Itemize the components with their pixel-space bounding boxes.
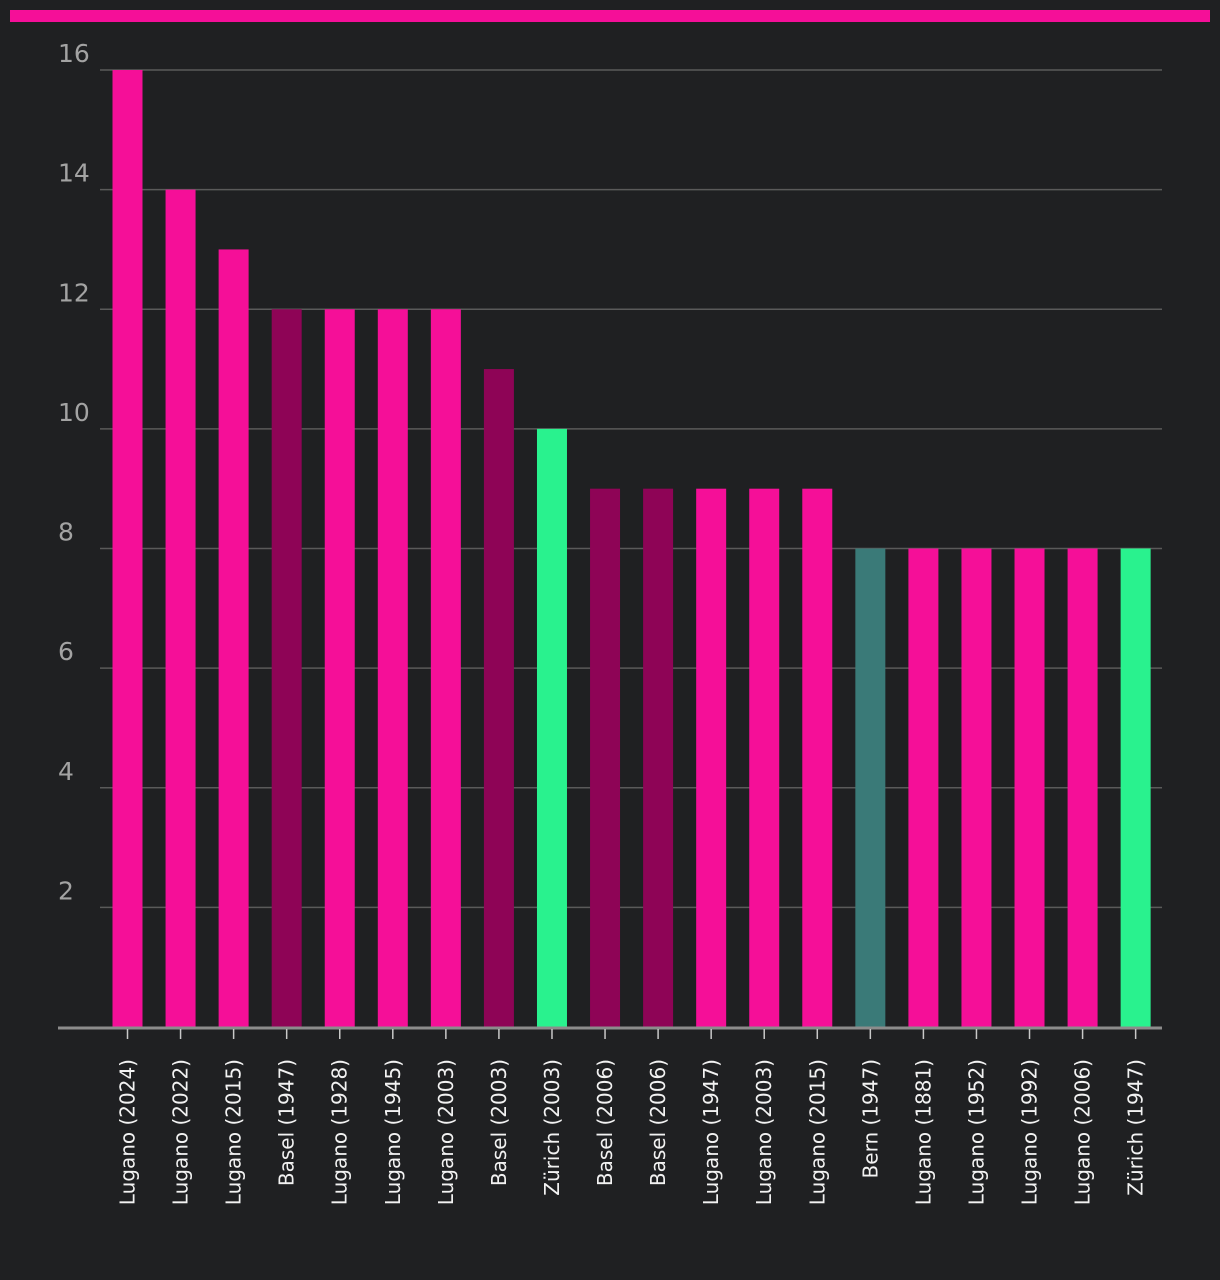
y-tick-label: 2 [58,876,74,905]
x-category-label: Lugano (2022) [169,1059,193,1205]
x-category-label: Lugano (2003) [434,1059,458,1205]
x-category-label: Lugano (2003) [752,1059,776,1205]
bar [536,428,567,1027]
x-category-label: Lugano (1992) [1018,1059,1042,1205]
x-category-label: Lugano (1928) [328,1059,352,1205]
x-axis-labels: Lugano (2024) Lugano (2022) Lugano (2015) B… [116,1059,1148,1205]
x-axis-ticks [126,1029,1137,1039]
bar [112,70,143,1027]
bar [855,548,886,1027]
x-category-label: Basel (2006) [593,1059,617,1186]
bar [749,488,780,1027]
x-category-label: Basel (2003) [487,1059,511,1186]
x-category-label: Bern (1947) [858,1059,882,1178]
x-category-label: Lugano (1945) [381,1059,405,1205]
bar [802,488,833,1027]
x-category-label: Zürich (2003) [540,1059,564,1196]
x-category-label: Lugano (1881) [911,1059,935,1205]
x-category-label: Lugano (2015) [805,1059,829,1205]
x-category-label: Lugano (1947) [699,1059,723,1205]
y-tick-label: 16 [58,39,90,68]
bar [377,309,408,1027]
x-category-label: Lugano (2006) [1071,1059,1095,1205]
bar [483,369,514,1027]
bar [1120,548,1151,1027]
bar [430,309,461,1027]
bar [908,548,939,1027]
x-category-label: Basel (1947) [275,1059,299,1186]
bar [218,249,249,1027]
x-category-label: Basel (2006) [646,1059,670,1186]
accent-bar [10,10,1210,22]
bars [112,70,1151,1027]
bar [1067,548,1098,1027]
bar [961,548,992,1027]
y-tick-label: 12 [58,278,90,307]
bar [643,488,674,1027]
y-tick-label: 14 [58,159,90,188]
y-tick-label: 10 [58,398,90,427]
bar [324,309,355,1027]
x-category-label: Lugano (1952) [964,1059,988,1205]
grid-lines [100,69,1162,909]
bar [590,488,621,1027]
y-tick-label: 6 [58,637,74,666]
x-category-label: Lugano (2024) [116,1059,140,1205]
y-tick-label: 8 [58,518,74,547]
x-category-label: Lugano (2015) [222,1059,246,1205]
bar [1014,548,1045,1027]
bar [271,309,302,1027]
bar [165,189,196,1027]
x-category-label: Zürich (1947) [1124,1059,1148,1196]
y-tick-label: 4 [58,757,74,786]
y-axis-ticks: 2 4 6 8 10 12 14 16 [58,39,90,905]
bar [696,488,727,1027]
